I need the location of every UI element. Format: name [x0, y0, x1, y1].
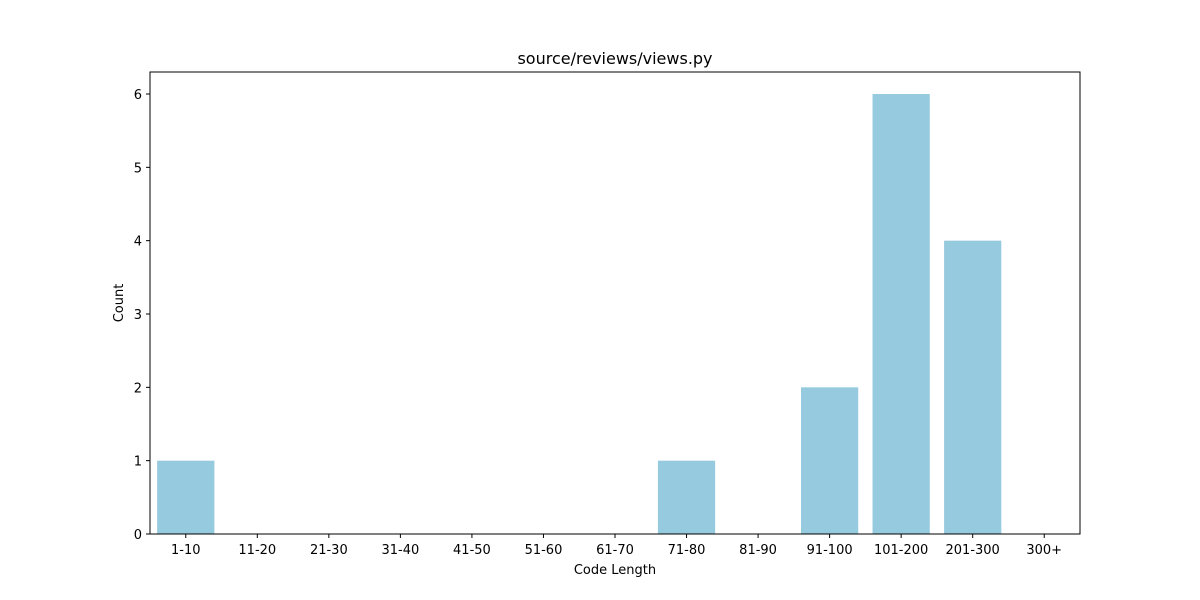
x-tick-label: 201-300: [946, 543, 1000, 558]
bar-71-80: [657, 460, 716, 534]
x-tick-label: 71-80: [668, 543, 706, 558]
bar-1-10: [157, 460, 215, 534]
x-axis: 1-10 11-20 21-30 31-40 41-50 51-60 61-70 71-80 8…: [171, 534, 1062, 558]
x-tick-label: 101-200: [874, 543, 928, 558]
bars-layer: [157, 94, 1002, 535]
y-tick-label: 1: [134, 455, 142, 470]
x-tick-label: 51-60: [525, 543, 563, 558]
y-tick-label: 5: [134, 161, 142, 176]
y-tick-label: 2: [134, 381, 142, 396]
y-tick-label: 6: [134, 88, 142, 103]
x-tick-label: 300+: [1026, 543, 1062, 558]
x-axis-label: Code Length: [574, 563, 656, 578]
x-tick-label: 1-10: [171, 543, 201, 558]
plot-area-frame: [149, 71, 1081, 535]
chart-title: source/reviews/views.py: [517, 49, 712, 68]
x-tick-label: 91-100: [807, 543, 853, 558]
y-tick-label: 3: [134, 308, 142, 323]
bar-101-200: [872, 94, 930, 534]
x-tick-label: 41-50: [453, 543, 491, 558]
x-tick-label: 81-90: [739, 543, 777, 558]
y-axis-label: Count: [112, 284, 127, 323]
x-tick-label: 21-30: [310, 543, 348, 558]
bar-91-100: [801, 387, 859, 534]
x-tick-label: 11-20: [238, 543, 276, 558]
y-tick-label: 0: [134, 528, 142, 543]
x-tick-label: 61-70: [596, 543, 634, 558]
y-axis: 0 1 2 3 4 5 6: [134, 88, 150, 543]
x-tick-label: 31-40: [381, 543, 419, 558]
bar-201-300: [944, 240, 1002, 535]
y-tick-label: 4: [134, 235, 142, 250]
